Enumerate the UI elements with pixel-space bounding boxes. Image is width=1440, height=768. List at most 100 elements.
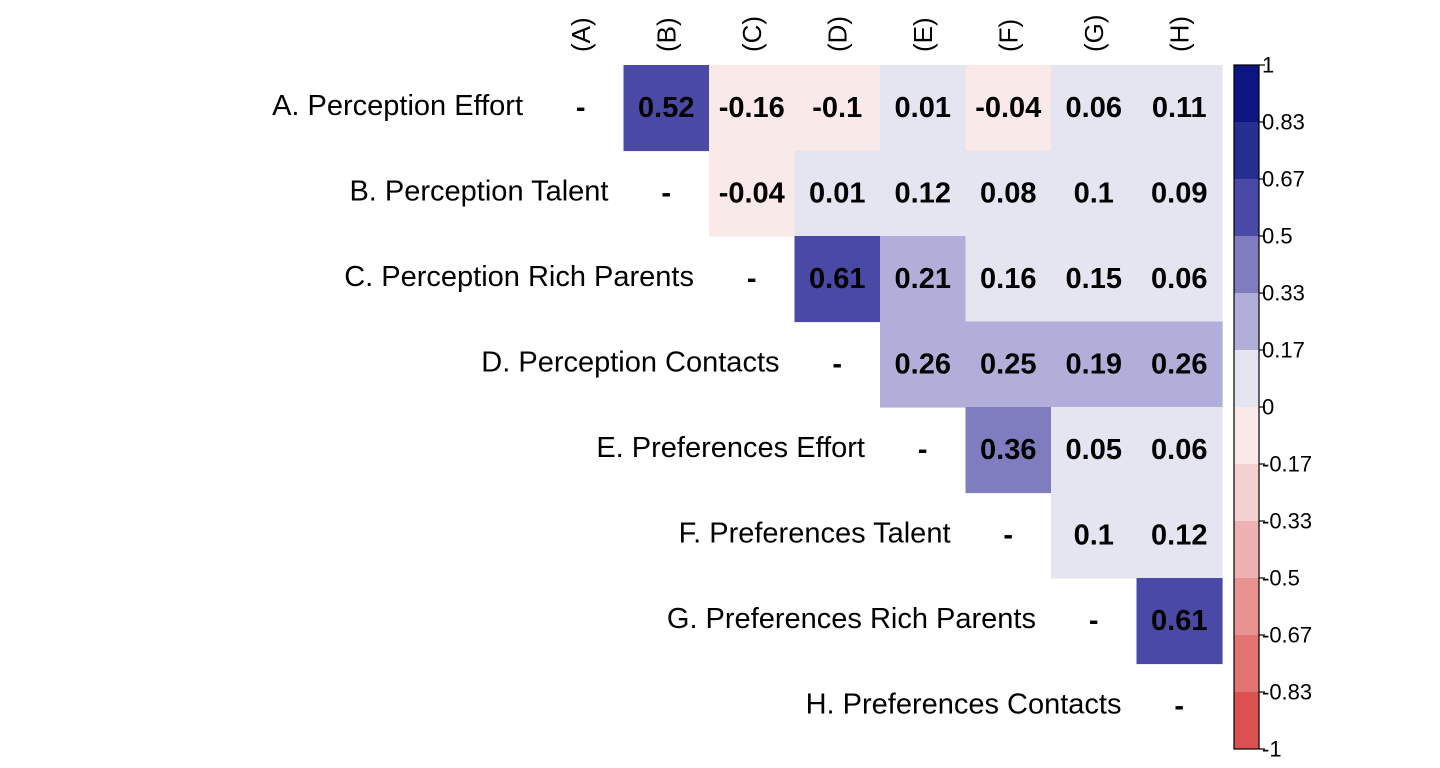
legend-swatch xyxy=(1234,407,1259,465)
diagonal-dash: - xyxy=(1174,690,1184,722)
legend-tick-label: 0.83 xyxy=(1262,110,1305,135)
heatmap-cell xyxy=(880,321,967,408)
cell-value-label: 0.05 xyxy=(1066,434,1122,466)
row-labels: A. Perception Effort B. Perception Talent… xyxy=(272,90,1121,721)
cell-value-label: 0.01 xyxy=(895,92,951,124)
legend-tick-label: -1 xyxy=(1262,737,1282,762)
cell-value-label: 0.12 xyxy=(895,177,951,209)
cell-value-label: 0.08 xyxy=(980,177,1036,209)
heatmap-cell xyxy=(1051,492,1138,579)
cell-value-label: 0.06 xyxy=(1151,263,1207,295)
column-label: (H) xyxy=(1164,16,1194,52)
legend-swatch xyxy=(1234,521,1259,579)
row-label: F. Preferences Talent xyxy=(679,517,951,549)
legend-tick-label: 0.5 xyxy=(1262,224,1293,249)
heatmap-cell xyxy=(794,150,881,237)
legend-tick-label: -0.67 xyxy=(1262,623,1312,648)
heatmap-cell xyxy=(880,150,967,237)
cell-value-label: 0.09 xyxy=(1151,177,1207,209)
heatmap-cell xyxy=(1051,236,1138,323)
heatmap-cell xyxy=(880,65,967,152)
heatmap-cells xyxy=(623,65,1223,665)
diagonal-dash: - xyxy=(918,434,928,466)
heatmap-cell xyxy=(1136,578,1223,665)
heatmap-cell xyxy=(794,65,881,152)
cell-value-label: 0.11 xyxy=(1152,92,1207,124)
legend-tick-label: -0.5 xyxy=(1262,566,1300,591)
cell-value-label: 0.61 xyxy=(809,263,865,295)
legend-swatch xyxy=(1234,578,1259,636)
cell-value-label: 0.21 xyxy=(895,263,951,295)
heatmap-cell xyxy=(965,150,1052,237)
row-label: D. Perception Contacts xyxy=(481,346,779,378)
legend-tick-label: 1 xyxy=(1262,53,1274,78)
cell-value-label: 0.12 xyxy=(1151,519,1207,551)
legend-swatch xyxy=(1234,692,1259,750)
legend-swatch xyxy=(1234,236,1259,294)
legend-swatch xyxy=(1234,635,1259,693)
color-legend: 1 0.83 0.67 0.5 0.33 0.17 0 -0.17 -0.33 -0.5 -0.67… xyxy=(1233,53,1312,762)
legend-swatch xyxy=(1234,122,1259,180)
row-label: C. Perception Rich Parents xyxy=(344,261,694,293)
heatmap-cell xyxy=(965,321,1052,408)
row-label: H. Preferences Contacts xyxy=(806,688,1122,720)
heatmap-cell xyxy=(709,150,796,237)
heatmap-cell xyxy=(1136,321,1223,408)
cell-value-label: -0.04 xyxy=(719,177,785,209)
heatmap-cell xyxy=(1051,407,1138,494)
column-label: (F) xyxy=(993,19,1023,52)
cell-value-label: 0.06 xyxy=(1151,434,1207,466)
heatmap-cell xyxy=(965,236,1052,323)
diagonal-dash: - xyxy=(1089,605,1099,637)
cell-value-label: 0.61 xyxy=(1151,605,1207,637)
cell-value-label: 0.26 xyxy=(1151,348,1207,380)
cell-value-label: 0.15 xyxy=(1066,263,1122,295)
column-label: (B) xyxy=(651,17,681,52)
heatmap-cell xyxy=(623,65,710,152)
heatmap-cell xyxy=(965,65,1052,152)
heatmap-cell xyxy=(1136,65,1223,152)
heatmap-cell xyxy=(1136,150,1223,237)
row-label: A. Perception Effort xyxy=(272,90,523,122)
legend-swatch xyxy=(1234,65,1259,123)
column-labels: (A) (B) (C) (D) (E) (F) (G) (H) xyxy=(566,14,1195,52)
column-label: (A) xyxy=(566,17,596,52)
heatmap-cell xyxy=(1136,492,1223,579)
heatmap-cell xyxy=(880,236,967,323)
heatmap-cell xyxy=(794,236,881,323)
column-label: (D) xyxy=(822,16,852,52)
heatmap-cell xyxy=(1136,236,1223,323)
legend-swatch xyxy=(1234,179,1259,237)
heatmap-cell xyxy=(709,65,796,152)
cell-value-label: 0.01 xyxy=(809,177,865,209)
cell-value-label: -0.1 xyxy=(812,92,862,124)
legend-tick-label: 0 xyxy=(1262,395,1274,420)
diagonal-dash: - xyxy=(661,177,671,209)
legend-tick-label: -0.33 xyxy=(1262,509,1312,534)
legend-tick-label: 0.33 xyxy=(1262,281,1305,306)
row-label: G. Preferences Rich Parents xyxy=(667,603,1036,635)
legend-tick-label: 0.17 xyxy=(1262,338,1305,363)
cell-value-label: 0.06 xyxy=(1066,92,1122,124)
legend-swatch xyxy=(1234,350,1259,408)
diagonal-dash: - xyxy=(576,92,586,124)
heatmap-cell xyxy=(1051,321,1138,408)
cell-value-label: 0.1 xyxy=(1074,177,1114,209)
diagonal-dash: - xyxy=(1003,519,1013,551)
cell-value-label: 0.1 xyxy=(1074,519,1114,551)
legend-swatch xyxy=(1234,293,1259,351)
column-label: (E) xyxy=(908,17,938,52)
heatmap-cell xyxy=(1051,150,1138,237)
cell-value-label: 0.25 xyxy=(980,348,1036,380)
heatmap-cell xyxy=(965,407,1052,494)
legend-tick-label: 0.67 xyxy=(1262,167,1305,192)
legend-tick-label: -0.17 xyxy=(1262,452,1312,477)
cell-value-label: 0.19 xyxy=(1066,348,1122,380)
heatmap-values: -0.52 -0.16 -0.1 0.01 -0.04 0.06 0.11- -0.04 0.0… xyxy=(576,92,1208,723)
column-label: (G) xyxy=(1079,14,1109,52)
cell-value-label: 0.52 xyxy=(638,92,694,124)
legend-tick-label: -0.83 xyxy=(1262,680,1312,705)
row-label: E. Preferences Effort xyxy=(596,432,865,464)
cell-value-label: 0.26 xyxy=(895,348,951,380)
